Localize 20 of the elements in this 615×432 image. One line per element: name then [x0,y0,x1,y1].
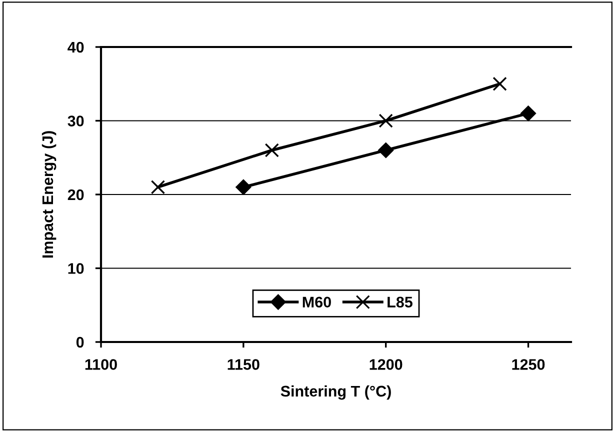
legend-label: L85 [388,296,412,308]
point [264,143,279,158]
y-tick-label: 0 [76,336,84,348]
y-tick-label: 10 [68,263,84,274]
legend-label: M60 [302,296,331,308]
point [378,142,394,158]
y-tick-label: 20 [68,189,84,200]
y-axis-title: Impact Energy (J) [42,131,56,258]
point [492,76,507,91]
x-tick-label: 1200 [370,359,402,370]
point [520,106,536,122]
x-tick-label: 1250 [512,359,545,370]
point [378,114,393,128]
point [236,179,252,195]
x-tick-label: 1150 [228,359,260,370]
x-tick-label: 1100 [85,359,117,370]
y-tick-label: 40 [68,42,84,53]
x-axis-title: Sintering T (°C) [280,385,391,400]
point [150,180,166,194]
y-tick-label: 30 [68,116,84,126]
